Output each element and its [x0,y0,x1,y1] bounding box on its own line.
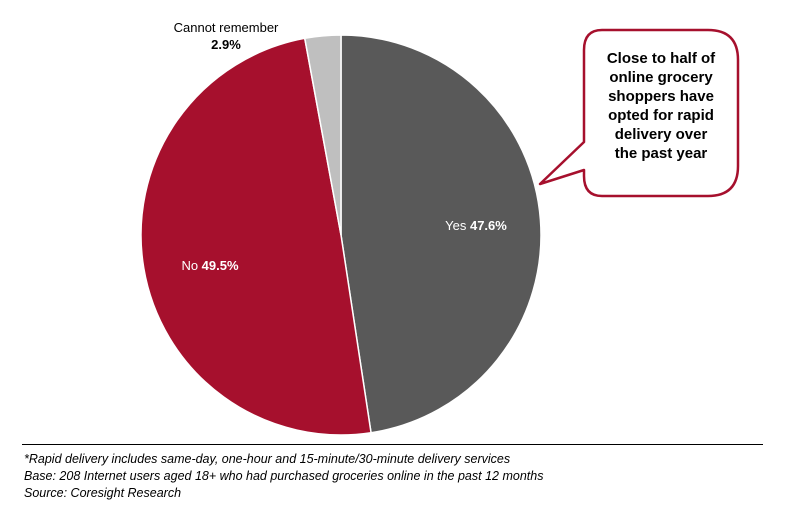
footnotes: *Rapid delivery includes same-day, one-h… [24,451,764,502]
pie-slice-cannot-remember [303,34,342,236]
pie-labels: Yes 47.6% No 49.5% Cannot remember 2.9% [174,20,508,273]
footnote-source: Source: Coresight Research [24,486,182,500]
slice-label-cannot-remember: Cannot remember 2.9% [174,20,279,52]
callout-shape [538,28,740,198]
callout-bubble: Close to half of online grocery shoppers h… [538,28,740,198]
footnote-base: Base: 208 Internet users aged 18+ who ha… [24,469,544,483]
callout-text: Close to half of online grocery shoppers h… [607,50,716,162]
pie-slice-no [140,37,372,436]
slice-label-yes: Yes 47.6% [445,218,507,233]
footnote-definition: *Rapid delivery includes same-day, one-h… [24,452,511,466]
pie-slices [140,34,542,436]
pie-slice-yes [340,34,542,434]
slice-label-no: No 49.5% [181,258,239,273]
footnote-divider [22,444,763,445]
pie-chart: Yes 47.6% No 49.5% Cannot remember 2.9% Clo… [140,20,740,436]
